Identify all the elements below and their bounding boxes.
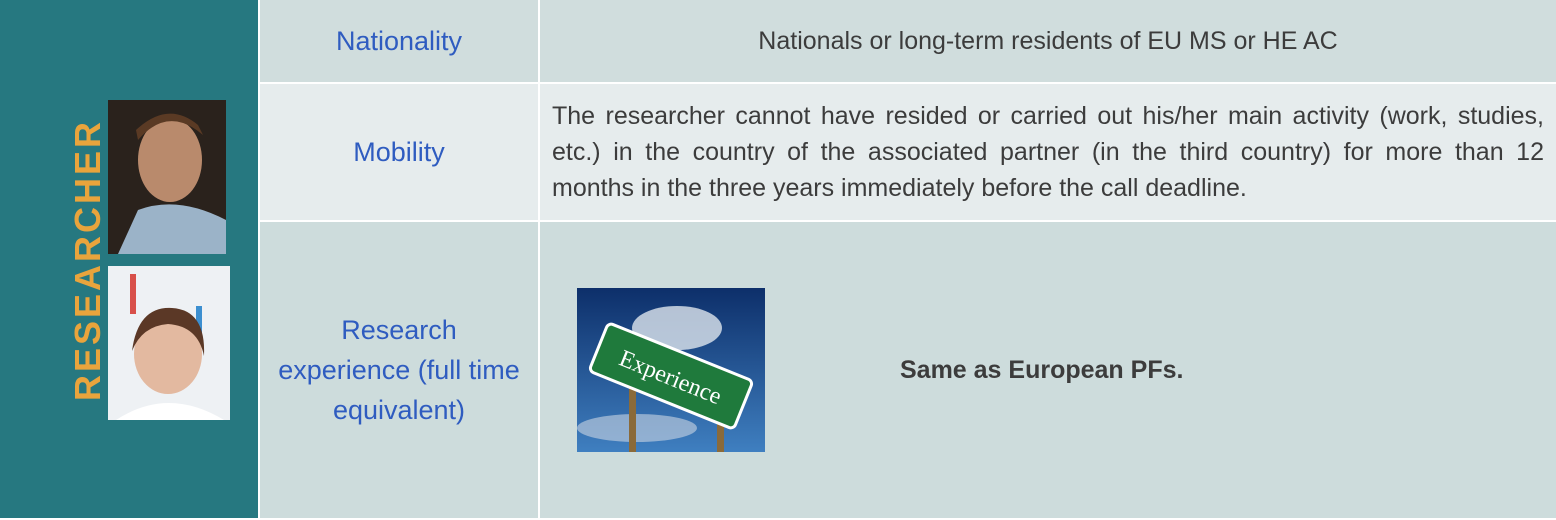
photo-woman [108,266,230,420]
row-text: Same as European PFs. [900,352,1183,388]
page: RESEARCHER Nationality Nationals or long… [0,0,1556,520]
row-label: Mobility [260,84,538,220]
experience-image: Experience [577,288,765,452]
row-label: Nationality [260,0,538,82]
side-label: RESEARCHER [67,119,109,401]
row-content: Nationals or long-term residents of EU M… [540,0,1556,82]
row-content: The researcher cannot have resided or ca… [540,84,1556,220]
photo-man [108,100,226,254]
row-label: Research experience (full time equivalen… [260,222,538,518]
row-text: The researcher cannot have resided or ca… [552,98,1544,206]
row-content: Experience Same as European PFs. [540,222,1556,518]
side-panel: RESEARCHER [0,0,258,518]
